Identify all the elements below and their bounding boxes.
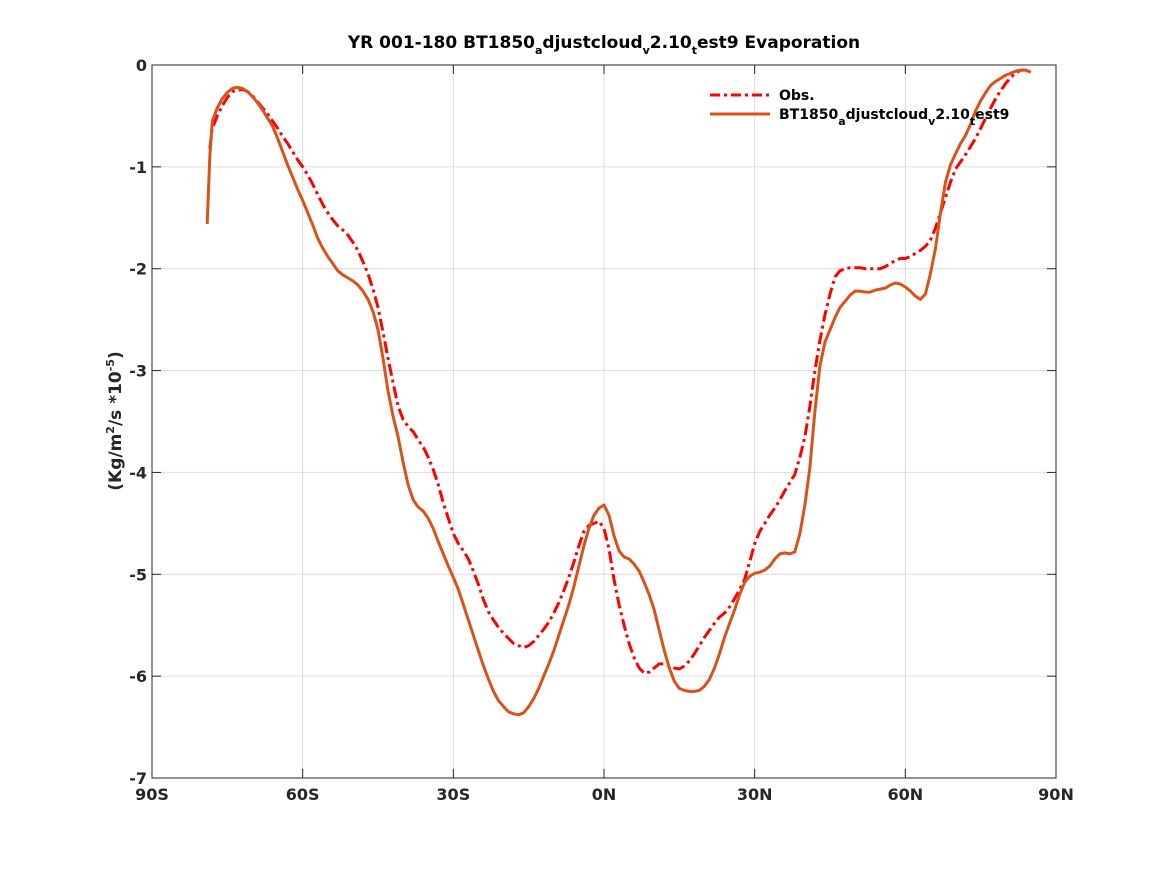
x-tick-label: 60S xyxy=(286,785,320,804)
y-axis-label: (Kg/m2/s *10-5) xyxy=(104,351,126,491)
series-line-model xyxy=(205,68,1032,717)
y-tick-label: -6 xyxy=(129,667,147,686)
y-tick-label: -5 xyxy=(129,565,147,584)
legend-label-model: BT1850adjustcloudv2.10test9 xyxy=(779,107,1009,128)
y-tick-label: -7 xyxy=(129,769,147,788)
y-tick-label: -2 xyxy=(129,260,147,279)
series-layer xyxy=(205,68,1032,717)
y-tick-label: -3 xyxy=(129,362,147,381)
y-tick-label: -4 xyxy=(129,463,147,482)
x-tick-label: 90N xyxy=(1038,785,1074,804)
legend: Obs. BT1850adjustcloudv2.10test9 xyxy=(710,88,1009,128)
series-line-obs xyxy=(208,68,1032,675)
x-tick-label: 0N xyxy=(592,785,617,804)
y-tick-label: 0 xyxy=(136,56,147,75)
x-tick-label: 60N xyxy=(888,785,924,804)
axis-ticks: 90S 60S 30S 0N 30N 60N 90N 0 -1 -2 -3 -4 -5 -6 -7 xyxy=(129,56,1074,804)
x-tick-label: 90S xyxy=(135,785,169,804)
y-tick-label: -1 xyxy=(129,158,147,177)
chart-title: YR 001-180 BT1850adjustcloudv2.10test9 E… xyxy=(347,33,860,57)
x-tick-label: 30S xyxy=(436,785,470,804)
x-tick-label: 30N xyxy=(737,785,773,804)
legend-label-obs: Obs. xyxy=(779,88,815,104)
